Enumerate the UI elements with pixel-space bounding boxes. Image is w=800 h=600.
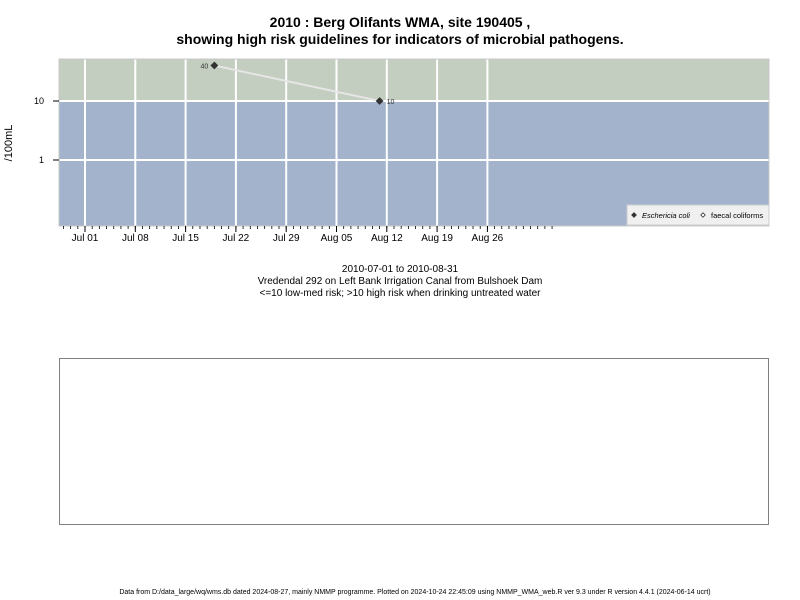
x-tick-label: Jul 01 [72, 233, 99, 244]
x-tick-label: Aug 12 [371, 233, 403, 244]
empty-plot-panel [59, 358, 769, 525]
x-tick-label: Jul 22 [223, 233, 250, 244]
legend-label-e-coli: Eschericia coli [642, 211, 690, 220]
caption-risk: <=10 low-med risk; >10 high risk when dr… [259, 288, 541, 299]
high-risk-band [59, 59, 769, 101]
caption-site: Vredendal 292 on Left Bank Irrigation Ca… [257, 276, 543, 287]
caption-date-range: 2010-07-01 to 2010-08-31 [341, 264, 459, 275]
data-point-marker [375, 97, 384, 105]
y-tick-label: 1 [39, 155, 44, 165]
chart-svg: 1 10 Jul 01 Jul 08 Jul 15 Jul 22 Jul 29 Aug 05 A… [3, 58, 770, 244]
legend-label-faecal-coliforms: faecal coliforms [711, 211, 763, 220]
chart-title-line-2: showing high risk guidelines for indicat… [176, 31, 624, 47]
data-label: 10 [387, 99, 395, 106]
y-tick-label: 10 [34, 96, 44, 106]
x-tick-label: Jul 15 [172, 233, 199, 244]
x-tick-label: Jul 29 [273, 233, 300, 244]
x-tick-label: Aug 05 [321, 233, 353, 244]
x-tick-label: Jul 08 [122, 233, 149, 244]
legend-marker-e-coli [631, 212, 637, 218]
legend-box [626, 204, 770, 226]
data-point-marker [210, 61, 219, 70]
chart-title-line-1: 2010 : Berg Olifants WMA, site 190405 , [269, 14, 531, 30]
series-line-e-coli [214, 64, 380, 102]
data-label: 40 [201, 63, 209, 70]
x-tick-label: Aug 19 [421, 233, 453, 244]
legend-marker-faecal-coliforms [700, 212, 706, 218]
footer-note: Data from D:/data_large/wq/wms.db dated … [119, 589, 711, 596]
y-axis-label: /100mL [3, 125, 15, 162]
x-tick-label: Aug 26 [472, 233, 504, 244]
plot-frame [58, 58, 770, 227]
